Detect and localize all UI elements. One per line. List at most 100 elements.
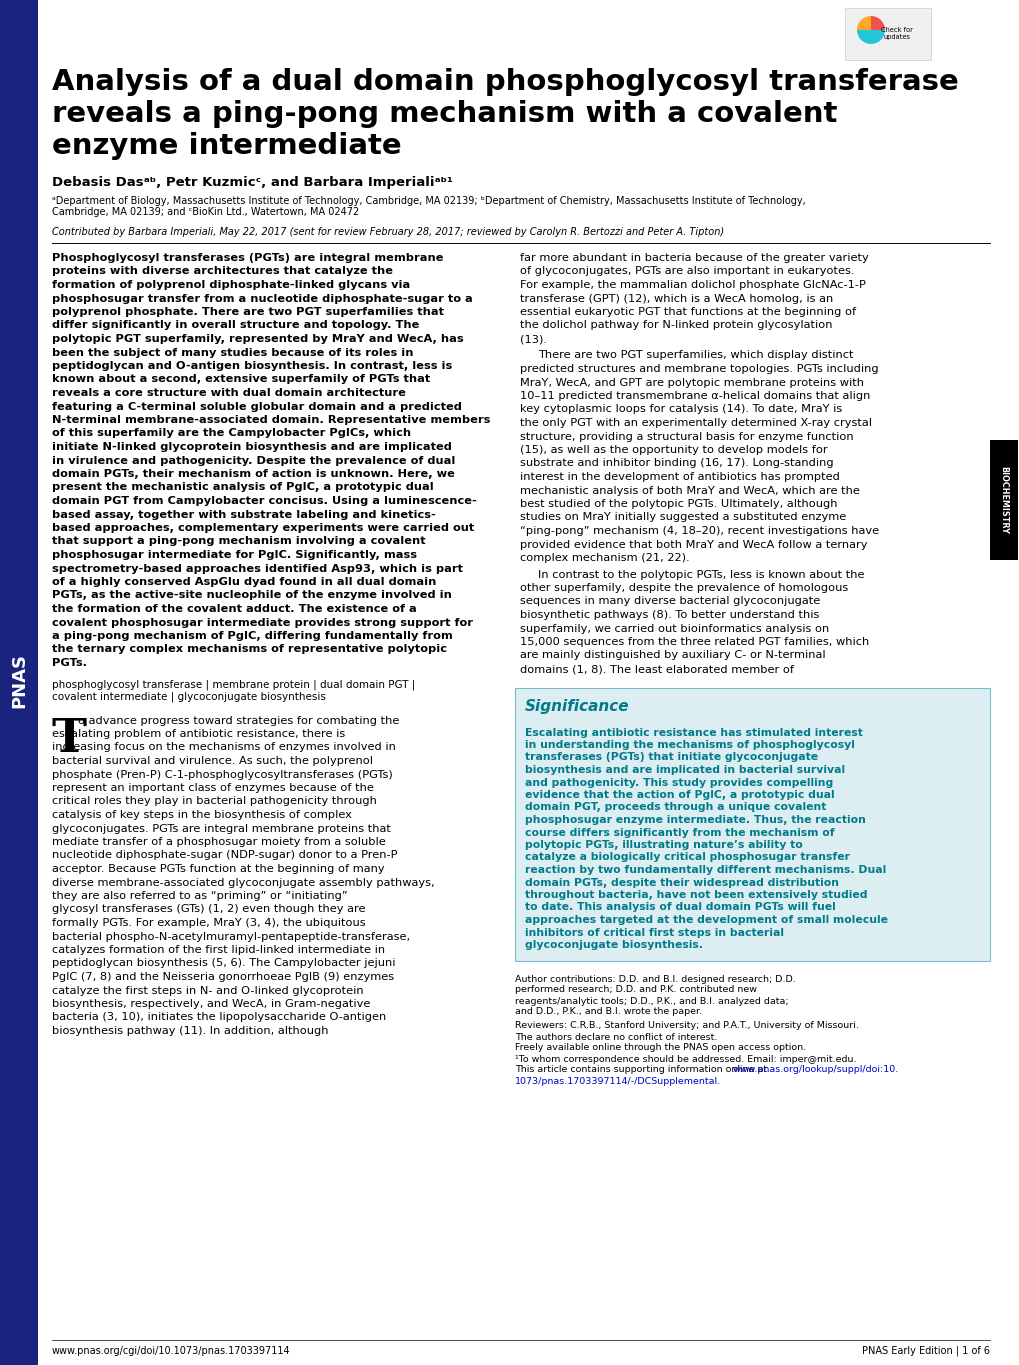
Text: There are two PGT superfamilies, which display distinct: There are two PGT superfamilies, which d… xyxy=(537,351,853,360)
Text: phosphosugar intermediate for PglC. Significantly, mass: phosphosugar intermediate for PglC. Sign… xyxy=(52,550,417,560)
Text: substrate and inhibitor binding (16, 17). Long-standing: substrate and inhibitor binding (16, 17)… xyxy=(520,459,833,468)
Text: the formation of the covalent adduct. The existence of a: the formation of the covalent adduct. Th… xyxy=(52,603,417,614)
Text: reagents/analytic tools; D.D., P.K., and B.I. analyzed data;: reagents/analytic tools; D.D., P.K., and… xyxy=(515,996,788,1006)
Text: catalyze a biologically critical phosphosugar transfer: catalyze a biologically critical phospho… xyxy=(525,853,849,863)
Text: (15), as well as the opportunity to develop models for: (15), as well as the opportunity to deve… xyxy=(520,445,826,455)
Text: approaches targeted at the development of small molecule: approaches targeted at the development o… xyxy=(525,915,888,925)
Text: the only PGT with an experimentally determined X-ray crystal: the only PGT with an experimentally dete… xyxy=(520,418,871,429)
Text: based approaches, complementary experiments were carried out: based approaches, complementary experime… xyxy=(52,523,474,532)
Text: Cambridge, MA 02139; and ᶜBioKin Ltd., Watertown, MA 02472: Cambridge, MA 02139; and ᶜBioKin Ltd., W… xyxy=(52,207,359,217)
Text: initiate N-linked glycoprotein biosynthesis and are implicated: initiate N-linked glycoprotein biosynthe… xyxy=(52,442,451,452)
Text: essential eukaryotic PGT that functions at the beginning of: essential eukaryotic PGT that functions … xyxy=(520,307,855,317)
Text: PGTs.: PGTs. xyxy=(52,658,87,667)
Text: acceptor. Because PGTs function at the beginning of many: acceptor. Because PGTs function at the b… xyxy=(52,864,384,874)
Text: phosphosugar transfer from a nucleotide diphosphate-sugar to a: phosphosugar transfer from a nucleotide … xyxy=(52,293,472,303)
Text: and D.D., P.K., and B.I. wrote the paper.: and D.D., P.K., and B.I. wrote the paper… xyxy=(515,1007,701,1017)
Text: proteins with diverse architectures that catalyze the: proteins with diverse architectures that… xyxy=(52,266,392,277)
Text: (13).: (13). xyxy=(520,334,546,344)
Text: peptidoglycan biosynthesis (5, 6). The Campylobacter jejuni: peptidoglycan biosynthesis (5, 6). The C… xyxy=(52,958,395,969)
Text: MraY, WecA, and GPT are polytopic membrane proteins with: MraY, WecA, and GPT are polytopic membra… xyxy=(520,378,863,388)
Text: polyprenol phosphate. There are two PGT superfamilies that: polyprenol phosphate. There are two PGT … xyxy=(52,307,443,317)
Text: catalysis of key steps in the biosynthesis of complex: catalysis of key steps in the biosynthes… xyxy=(52,809,352,820)
Text: other superfamily, despite the prevalence of homologous: other superfamily, despite the prevalenc… xyxy=(520,583,848,592)
Text: The authors declare no conflict of interest.: The authors declare no conflict of inter… xyxy=(515,1032,716,1041)
Text: PNAS: PNAS xyxy=(10,652,28,707)
Text: BIOCHEMISTRY: BIOCHEMISTRY xyxy=(999,465,1008,534)
Text: best studied of the polytopic PGTs. Ultimately, although: best studied of the polytopic PGTs. Ulti… xyxy=(520,500,837,509)
Text: formation of polyprenol diphosphate-linked glycans via: formation of polyprenol diphosphate-link… xyxy=(52,280,410,289)
Text: Downloaded by guest on September 29, 2021: Downloaded by guest on September 29, 202… xyxy=(7,812,16,988)
Text: Check for
updates: Check for updates xyxy=(880,27,912,41)
Text: polytopic PGTs, illustrating nature’s ability to: polytopic PGTs, illustrating nature’s ab… xyxy=(525,839,802,850)
Text: of glycoconjugates, PGTs are also important in eukaryotes.: of glycoconjugates, PGTs are also import… xyxy=(520,266,854,277)
Text: In contrast to the polytopic PGTs, less is known about the: In contrast to the polytopic PGTs, less … xyxy=(537,569,864,580)
Bar xyxy=(844,8,930,60)
Text: a ping-pong mechanism of PglC, differing fundamentally from: a ping-pong mechanism of PglC, differing… xyxy=(52,631,452,642)
Text: ¹To whom correspondence should be addressed. Email: imper@mit.edu.: ¹To whom correspondence should be addres… xyxy=(515,1055,856,1063)
Text: bacteria (3, 10), initiates the lipopolysaccharide O-antigen: bacteria (3, 10), initiates the lipopoly… xyxy=(52,1013,386,1022)
Text: domain PGTs, their mechanism of action is unknown. Here, we: domain PGTs, their mechanism of action i… xyxy=(52,470,454,479)
Text: ᵃDepartment of Biology, Massachusetts Institute of Technology, Cambridge, MA 021: ᵃDepartment of Biology, Massachusetts In… xyxy=(52,197,805,206)
Text: in virulence and pathogenicity. Despite the prevalence of dual: in virulence and pathogenicity. Despite … xyxy=(52,456,454,465)
Text: This article contains supporting information online at: This article contains supporting informa… xyxy=(515,1066,769,1074)
Bar xyxy=(0,0,38,1365)
Text: key cytoplasmic loops for catalysis (14). To date, MraY is: key cytoplasmic loops for catalysis (14)… xyxy=(520,404,842,415)
Text: phosphate (Pren-P) C-1-phosphoglycosyltransferases (PGTs): phosphate (Pren-P) C-1-phosphoglycosyltr… xyxy=(52,770,392,779)
Text: o advance progress toward strategies for combating the: o advance progress toward strategies for… xyxy=(77,715,399,726)
Text: the dolichol pathway for N-linked protein glycosylation: the dolichol pathway for N-linked protei… xyxy=(520,321,832,330)
Text: domain PGT, proceeds through a unique covalent: domain PGT, proceeds through a unique co… xyxy=(525,803,825,812)
Wedge shape xyxy=(856,30,884,44)
Text: catalyze the first steps in N- and O-linked glycoprotein: catalyze the first steps in N- and O-lin… xyxy=(52,986,363,995)
Text: of a highly conserved AspGlu dyad found in all dual domain: of a highly conserved AspGlu dyad found … xyxy=(52,577,436,587)
Text: catalyzes formation of the first lipid-linked intermediate in: catalyzes formation of the first lipid-l… xyxy=(52,945,385,955)
Text: throughout bacteria, have not been extensively studied: throughout bacteria, have not been exten… xyxy=(525,890,866,900)
Text: biosynthesis pathway (11). In addition, although: biosynthesis pathway (11). In addition, … xyxy=(52,1026,328,1036)
Text: evidence that the action of PglC, a prototypic dual: evidence that the action of PglC, a prot… xyxy=(525,790,834,800)
Text: represent an important class of enzymes because of the: represent an important class of enzymes … xyxy=(52,784,374,793)
Text: reveals a ping-pong mechanism with a covalent: reveals a ping-pong mechanism with a cov… xyxy=(52,100,837,128)
Text: structure, providing a structural basis for enzyme function: structure, providing a structural basis … xyxy=(520,431,853,441)
Text: are mainly distinguished by auxiliary C- or N-terminal: are mainly distinguished by auxiliary C-… xyxy=(520,651,824,661)
Text: they are also referred to as “priming” or “initiating”: they are also referred to as “priming” o… xyxy=(52,891,347,901)
Text: Debasis Dasᵃᵇ, Petr Kuzmicᶜ, and Barbara Imperialiᵃᵇ¹: Debasis Dasᵃᵇ, Petr Kuzmicᶜ, and Barbara… xyxy=(52,176,452,188)
Text: bacterial survival and virulence. As such, the polyprenol: bacterial survival and virulence. As suc… xyxy=(52,756,373,766)
Text: phosphoglycosyl transferase | membrane protein | dual domain PGT |: phosphoglycosyl transferase | membrane p… xyxy=(52,680,415,689)
Text: reveals a core structure with dual domain architecture: reveals a core structure with dual domai… xyxy=(52,388,406,399)
Text: to date. This analysis of dual domain PGTs will fuel: to date. This analysis of dual domain PG… xyxy=(525,902,835,912)
Text: spectrometry-based approaches identified Asp93, which is part: spectrometry-based approaches identified… xyxy=(52,564,463,573)
Text: “ping-pong” mechanism (4, 18–20), recent investigations have: “ping-pong” mechanism (4, 18–20), recent… xyxy=(520,526,878,536)
Text: formally PGTs. For example, MraY (3, 4), the ubiquitous: formally PGTs. For example, MraY (3, 4),… xyxy=(52,919,365,928)
Wedge shape xyxy=(870,16,884,30)
Text: transferase (GPT) (12), which is a WecA homolog, is an: transferase (GPT) (12), which is a WecA … xyxy=(520,293,833,303)
Text: far more abundant in bacteria because of the greater variety: far more abundant in bacteria because of… xyxy=(520,253,868,263)
Text: PGTs, as the active-site nucleophile of the enzyme involved in: PGTs, as the active-site nucleophile of … xyxy=(52,591,451,601)
Text: biosynthesis, respectively, and WecA, in Gram-negative: biosynthesis, respectively, and WecA, in… xyxy=(52,999,370,1009)
Text: biosynthetic pathways (8). To better understand this: biosynthetic pathways (8). To better und… xyxy=(520,610,818,620)
Text: based assay, together with substrate labeling and kinetics-: based assay, together with substrate lab… xyxy=(52,509,435,520)
Text: inhibitors of critical first steps in bacterial: inhibitors of critical first steps in ba… xyxy=(525,927,784,938)
Text: 1073/pnas.1703397114/-/DCSupplemental.: 1073/pnas.1703397114/-/DCSupplemental. xyxy=(515,1077,720,1085)
Text: 15,000 sequences from the three related PGT families, which: 15,000 sequences from the three related … xyxy=(520,637,868,647)
Text: superfamily, we carried out bioinformatics analysis on: superfamily, we carried out bioinformati… xyxy=(520,624,828,633)
Text: interest in the development of antibiotics has prompted: interest in the development of antibioti… xyxy=(520,472,839,482)
Text: nucleotide diphosphate-sugar (NDP-sugar) donor to a Pren-P: nucleotide diphosphate-sugar (NDP-sugar)… xyxy=(52,850,397,860)
Text: complex mechanism (21, 22).: complex mechanism (21, 22). xyxy=(520,553,689,562)
Text: critical roles they play in bacterial pathogenicity through: critical roles they play in bacterial pa… xyxy=(52,797,376,807)
Text: sequences in many diverse bacterial glycoconjugate: sequences in many diverse bacterial glyc… xyxy=(520,597,819,606)
Text: T: T xyxy=(52,715,87,762)
Text: in understanding the mechanisms of phosphoglycosyl: in understanding the mechanisms of phosp… xyxy=(525,740,854,749)
Text: covalent phosphosugar intermediate provides strong support for: covalent phosphosugar intermediate provi… xyxy=(52,617,473,628)
Text: mechanistic analysis of both MraY and WecA, which are the: mechanistic analysis of both MraY and We… xyxy=(520,486,859,495)
Text: glycosyl transferases (GTs) (1, 2) even though they are: glycosyl transferases (GTs) (1, 2) even … xyxy=(52,905,365,915)
Text: the ternary complex mechanisms of representative polytopic: the ternary complex mechanisms of repres… xyxy=(52,644,446,654)
Text: diverse membrane-associated glycoconjugate assembly pathways,: diverse membrane-associated glycoconjuga… xyxy=(52,878,434,887)
Text: performed research; D.D. and P.K. contributed new: performed research; D.D. and P.K. contri… xyxy=(515,986,756,995)
Text: Author contributions: D.D. and B.I. designed research; D.D.: Author contributions: D.D. and B.I. desi… xyxy=(515,975,795,984)
Text: www.pnas.org/cgi/doi/10.1073/pnas.1703397114: www.pnas.org/cgi/doi/10.1073/pnas.170339… xyxy=(52,1346,290,1355)
Text: PglC (7, 8) and the Neisseria gonorrhoeae PglB (9) enzymes: PglC (7, 8) and the Neisseria gonorrhoea… xyxy=(52,972,393,981)
Text: Phosphoglycosyl transferases (PGTs) are integral membrane: Phosphoglycosyl transferases (PGTs) are … xyxy=(52,253,443,263)
Text: www.pnas.org/lookup/suppl/doi:10.: www.pnas.org/lookup/suppl/doi:10. xyxy=(733,1066,899,1074)
Text: covalent intermediate | glycoconjugate biosynthesis: covalent intermediate | glycoconjugate b… xyxy=(52,692,325,702)
Text: escalating problem of antibiotic resistance, there is: escalating problem of antibiotic resista… xyxy=(52,729,344,738)
Text: bacterial phospho-N-acetylmuramyl-pentapeptide-transferase,: bacterial phospho-N-acetylmuramyl-pentap… xyxy=(52,931,410,942)
